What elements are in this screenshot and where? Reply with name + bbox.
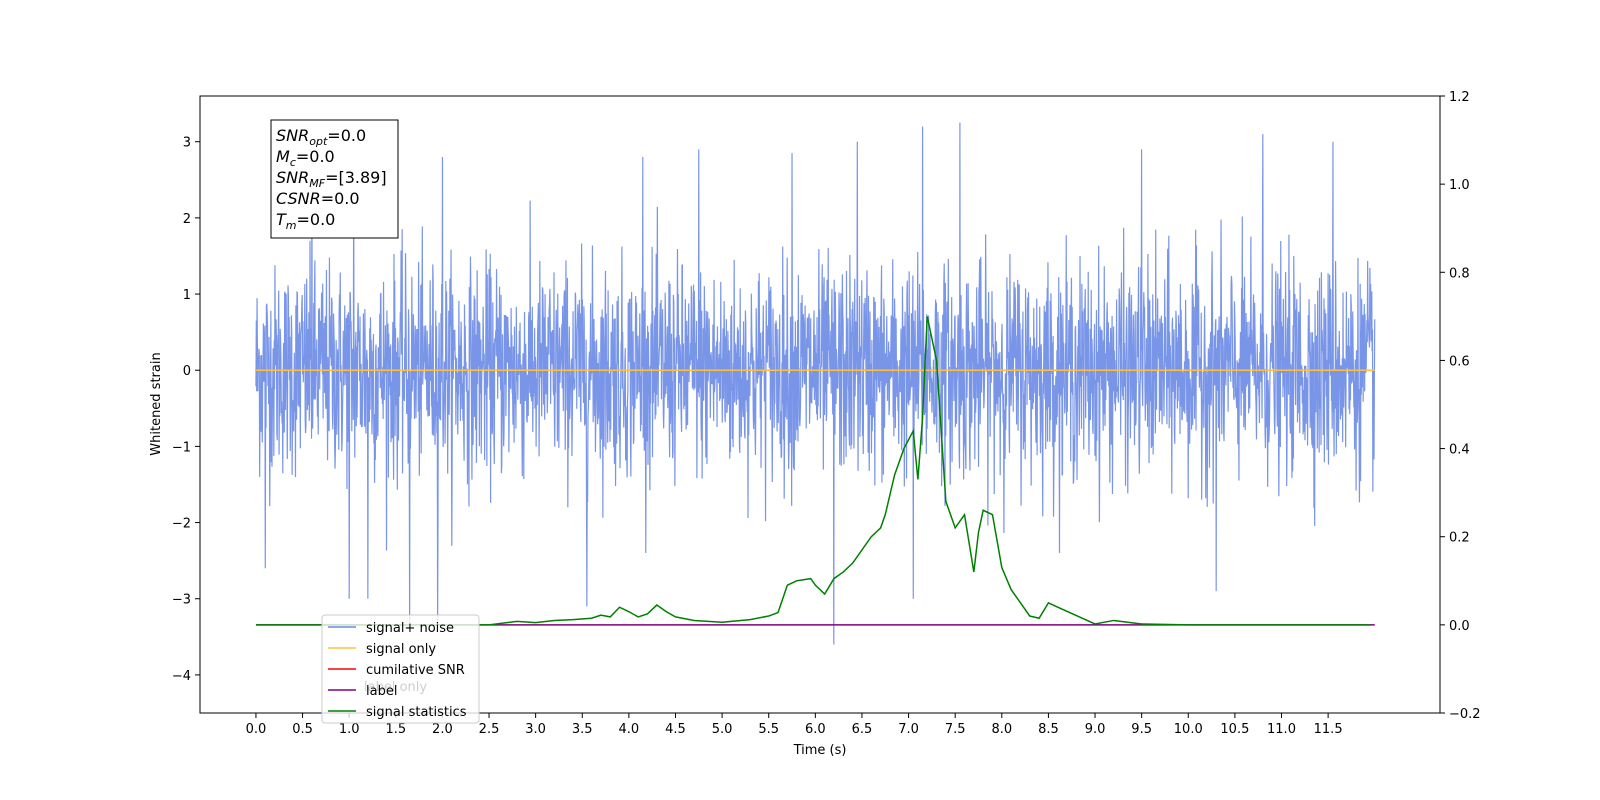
x-tick-label: 9.5: [1131, 722, 1152, 737]
y-tick-label: −1: [172, 440, 191, 455]
x-tick-label: 6.0: [805, 722, 826, 737]
annotation-subscript: c: [290, 156, 296, 169]
x-axis: 0.0 0.5 1.0 1.5 2.0 2.5 3.0 3.5 4.0 4.5 5.0 5.5 6.0 6…: [246, 713, 1343, 737]
y2-tick-label: 0.8: [1449, 266, 1470, 281]
legend-label: cumilative SNR: [366, 663, 465, 678]
x-tick-label: 6.5: [852, 722, 873, 737]
annotation-subscript: MF: [309, 177, 325, 190]
annotation-symbol: SNR: [276, 168, 309, 187]
plot-frame: [199, 95, 1441, 714]
annotation-value: =0.0: [327, 126, 366, 145]
annotation-line: CSNR=0.0: [276, 189, 360, 208]
legend-label: signal statistics: [366, 705, 467, 720]
x-tick-label: 7.0: [898, 722, 919, 737]
legend-frame: [321, 614, 480, 724]
y-tick-label: −3: [172, 593, 191, 608]
y-tick-label: −2: [172, 517, 191, 532]
y2-tick-label: 1.0: [1449, 178, 1470, 193]
y2-tick-label: −0.2: [1449, 707, 1481, 722]
x-tick-label: 5.0: [712, 722, 733, 737]
x-tick-label: 0.5: [292, 722, 313, 737]
x-tick-label: 11.5: [1314, 722, 1343, 737]
annotation-line: Mc=0.0: [276, 147, 335, 169]
x-tick-label: 8.0: [991, 722, 1012, 737]
x-tick-label: 0.0: [246, 722, 267, 737]
y2-tick-label: 0.6: [1449, 354, 1470, 369]
annotation-subscript: opt: [309, 135, 328, 148]
y-axis-left: −4 −3 −2 −1 0 1 2 3: [172, 136, 200, 684]
x-tick-label: 10.0: [1174, 722, 1203, 737]
y2-tick-label: 0.4: [1449, 443, 1470, 458]
y-tick-label: 2: [183, 212, 191, 227]
y2-tick-label: 0.2: [1449, 531, 1470, 546]
y-axis-right: −0.2 0.0 0.2 0.4 0.6 0.8 1.0 1.2: [1440, 90, 1481, 722]
x-tick-label: 1.0: [339, 722, 360, 737]
annotation-line: Tm=0.0: [276, 210, 335, 232]
annotation-symbol: CSNR: [276, 189, 321, 208]
annotation-line: SNRMF=[3.89]: [276, 168, 387, 190]
x-tick-label: 4.5: [665, 722, 686, 737]
x-tick-label: 2.5: [479, 722, 500, 737]
annotation-frame: [270, 119, 399, 239]
y-axis-label: Whitened strain: [149, 352, 164, 455]
x-tick-label: 7.5: [945, 722, 966, 737]
x-tick-label: 10.5: [1220, 722, 1249, 737]
x-tick-label: 8.5: [1038, 722, 1059, 737]
x-tick-label: 5.5: [758, 722, 779, 737]
y-tick-label: 3: [183, 136, 191, 151]
annotation-symbol: M: [276, 147, 290, 166]
legend: signal+ noise signal only cumilative SNR la…: [321, 614, 480, 724]
annotation-value: =0.0: [296, 147, 335, 166]
annotation-line: SNRopt=0.0: [276, 126, 366, 148]
annotation-value: =0.0: [297, 210, 336, 229]
annotation-value: =0.0: [321, 189, 360, 208]
x-tick-label: 9.0: [1085, 722, 1106, 737]
stats-annotation-box: SNRopt=0.0Mc=0.0SNRMF=[3.89]CSNR=0.0Tm=0…: [270, 119, 399, 239]
x-tick-label: 2.0: [432, 722, 453, 737]
y2-tick-label: 0.0: [1449, 619, 1470, 634]
series-signal-statistics-line: [255, 316, 1371, 626]
y2-tick-label: 1.2: [1449, 90, 1470, 105]
x-tick-label: 4.0: [619, 722, 640, 737]
x-tick-label: 1.5: [385, 722, 406, 737]
y-tick-label: 1: [183, 288, 191, 303]
annotation-value: =[3.89]: [325, 168, 387, 187]
annotation-symbol: SNR: [276, 126, 309, 145]
y-tick-label: 0: [183, 364, 191, 379]
annotation-subscript: m: [286, 219, 297, 232]
legend-label: label: [366, 684, 397, 699]
legend-label: signal only: [366, 642, 436, 657]
annotation-symbol: T: [276, 210, 287, 229]
x-tick-label: 3.5: [572, 722, 593, 737]
x-tick-label: 11.0: [1267, 722, 1296, 737]
series-signal-noise-line: [255, 122, 1376, 645]
y-tick-label: −4: [172, 669, 191, 684]
x-axis-label: Time (s): [793, 743, 847, 758]
legend-label: signal+ noise: [366, 621, 454, 636]
x-tick-label: 3.0: [525, 722, 546, 737]
